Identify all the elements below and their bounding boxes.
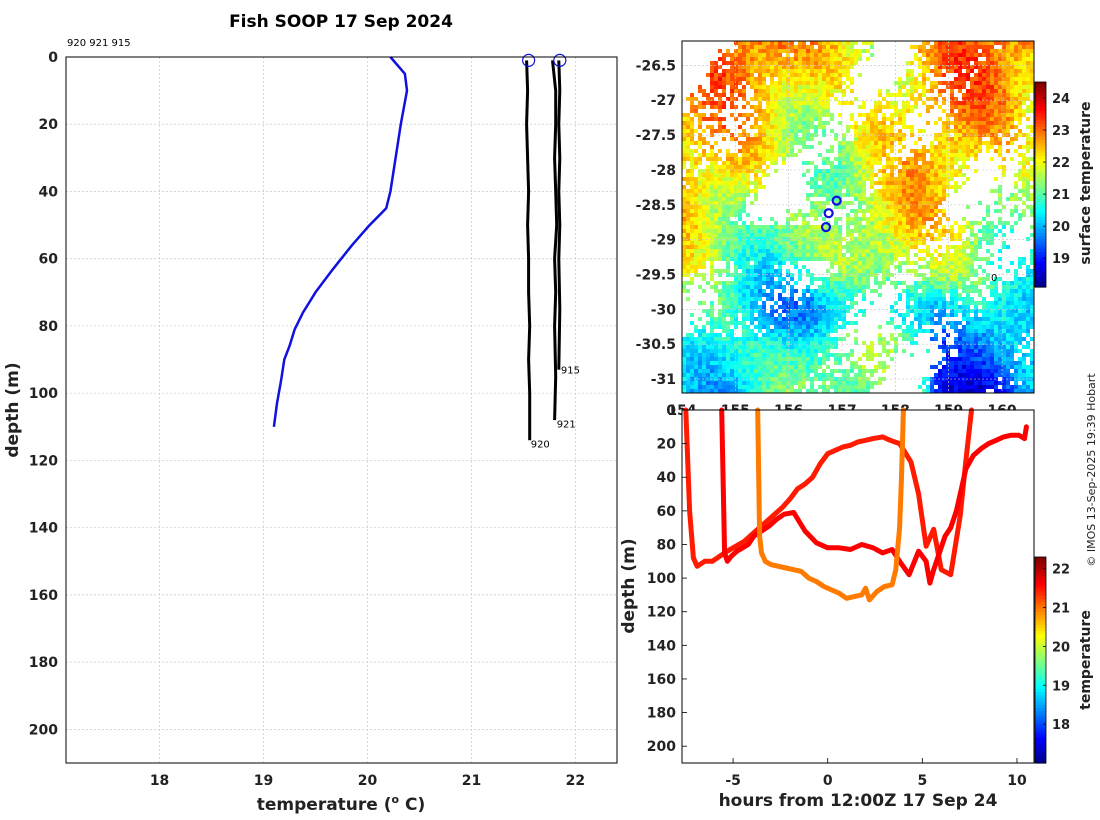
depth-track-921 [719,407,1029,586]
depth-time-y-tick-label: 160 [647,672,676,688]
map-lat-tick-label: -28 [651,163,676,179]
depth-time-frame [681,409,1035,764]
depth-time-y-tick-label: 180 [647,706,676,722]
profile-y-axis-label: depth (m) [3,362,23,457]
depth-time-x-tick-label: 0 [823,773,833,789]
map-lat-tick-label: -27.5 [636,128,676,144]
profile-y-tick-label: 0 [48,50,58,66]
sst-map-grid [682,41,1034,393]
profile-y-tick-label: 140 [29,521,58,537]
profile-line-921 [551,60,559,421]
profile-lines: 915 921 920 [272,53,580,451]
map-lat-tick-label: -28.5 [636,198,676,214]
sst-map: 0 154155156157158159160-26.5-27-27.5-28-… [636,40,1094,419]
depth-time-lines [683,407,1029,603]
depth-time-y-tick-label: 120 [647,605,676,621]
colorbar-tick-label: 21 [1052,602,1070,617]
depth-time-y-tick-label: 140 [647,638,676,654]
profile-y-tick-label: 60 [39,252,59,268]
profile-ticks: 18 19 20 21 22 0 20 40 60 80 100 120 140 160 180 200 [29,50,585,789]
profile-x-tick-label: 19 [254,773,273,789]
profile-y-tick-label: 180 [29,655,58,671]
profile-axes-frame [65,56,618,764]
profile-line-reference [272,56,409,427]
map-lat-tick-label: -26.5 [636,58,676,74]
depth-time-y-tick-label: 40 [657,470,677,486]
depth-time-y-tick-label: 100 [647,571,676,587]
map-lat-tick-label: -29.5 [636,268,676,284]
profile-start-marker [553,53,567,67]
station-marker [820,222,832,233]
sst-map-frame [681,40,1035,394]
profile-label: 921 [557,419,576,430]
depth-time-y-tick-label: 200 [647,739,676,755]
station-marker [831,195,842,206]
profile-line-915 [557,60,562,370]
depth-time-y-tick-label: 0 [666,403,676,419]
map-lat-tick-label: -31 [651,372,676,388]
depth-time-x-axis-label: hours from 12:00Z 17 Sep 24 [719,791,998,811]
colorbar-frame [1034,81,1047,288]
profile-y-tick-label: 20 [39,117,59,133]
profile-chart: Fish SOOP 17 Sep 2024 920 921 915 915 921… [3,12,618,815]
colorbar-tick-label: 20 [1052,640,1070,655]
colorbar-tick-label: 19 [1052,679,1070,694]
profile-x-tick-label: 20 [358,773,378,789]
profile-x-axis-label: temperature (o C) [257,793,426,815]
profile-x-tick-label: 18 [150,773,169,789]
colorbar-tick-label: 22 [1052,156,1070,171]
colorbar-tick-label: 18 [1052,718,1070,733]
temperature-colorbar-label: temperature [1078,610,1094,710]
profile-y-tick-label: 200 [29,722,58,738]
colorbar-tick-label: 24 [1052,92,1070,107]
depth-time-x-tick-label: -5 [725,773,741,789]
profile-y-tick-label: 40 [39,184,59,200]
profile-y-tick-label: 80 [39,319,59,335]
colorbar-frame [1034,556,1047,764]
sst-map-stations [820,195,842,233]
profile-label: 920 [531,440,550,451]
profile-x-tick-label: 22 [566,773,585,789]
map-lat-tick-label: -30.5 [636,337,676,353]
profile-start-marker [522,53,536,67]
profile-grid [66,56,617,763]
sst-colorbar-label: surface temperature [1078,101,1094,264]
sst-map-cells [682,41,1034,393]
profile-y-tick-label: 120 [29,453,58,469]
profile-id-list: 920 921 915 [67,38,131,49]
depth-track-915 [755,407,906,603]
profile-label: 915 [561,366,580,377]
colorbar-tick-label: 20 [1052,220,1070,235]
depth-time-y-tick-label: 80 [657,537,677,553]
temperature-colorbar: 18 19 20 21 22 [1034,556,1070,764]
profile-line-920 [525,60,532,441]
map-lat-tick-label: -30 [651,302,677,318]
colorbar-tick-label: 22 [1052,563,1070,578]
depth-time-x-tick-label: 5 [917,773,927,789]
profile-x-tick-label: 21 [462,773,481,789]
colorbar-tick-label: 23 [1052,124,1070,139]
depth-time-y-axis-label: depth (m) [619,538,639,633]
sst-colorbar: 19 20 21 22 23 24 [1034,81,1070,288]
depth-time-y-tick-label: 60 [657,504,677,520]
map-lat-tick-label: -29 [651,233,676,249]
chart-title: Fish SOOP 17 Sep 2024 [229,12,453,32]
watermark: © IMOS 13-Sep-2025 19:39 Hobart [1085,373,1098,567]
depth-time-x-tick-label: 10 [1007,773,1027,789]
profile-y-tick-label: 100 [29,386,58,402]
depth-time-y-tick-label: 20 [657,437,677,453]
profile-y-tick-label: 160 [29,588,58,604]
station-marker [823,208,834,219]
colorbar-tick-label: 19 [1052,252,1070,267]
map-lat-tick-label: -27 [651,93,676,109]
sst-map-label: 0 [991,273,997,284]
colorbar-tick-label: 21 [1052,188,1070,203]
